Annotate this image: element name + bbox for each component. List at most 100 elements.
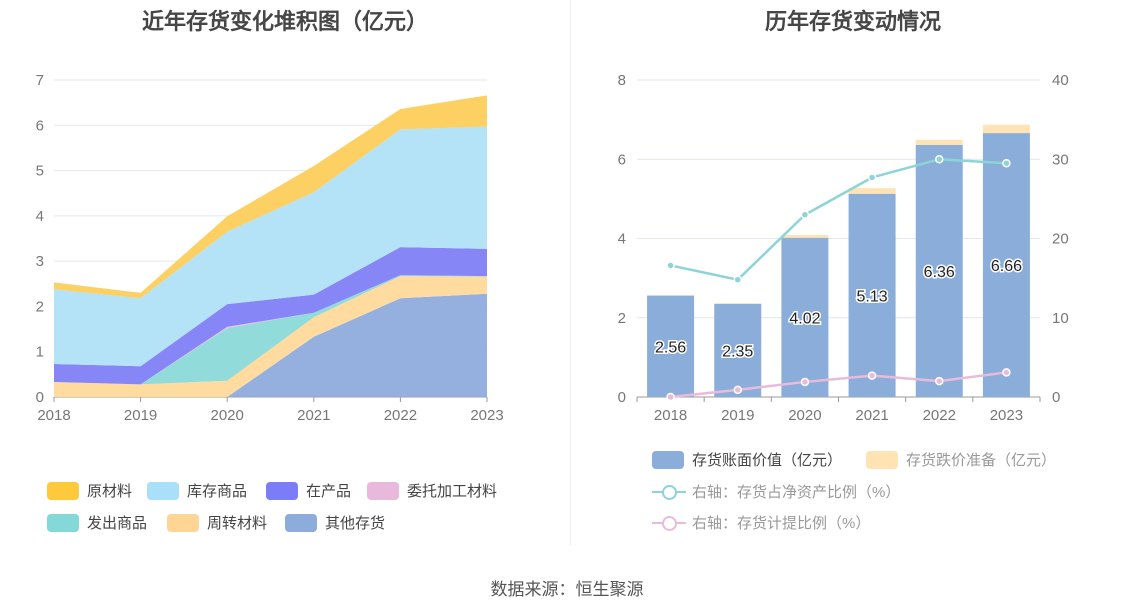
x-tick-label: 2023 — [470, 407, 503, 424]
bar-存货账面价值（亿元） — [915, 144, 963, 397]
legend-swatch — [866, 450, 898, 469]
bar-存货跌价准备（亿元） — [982, 124, 1030, 134]
legend-label: 委托加工材料 — [407, 483, 498, 500]
bar-存货账面价值（亿元） — [647, 295, 695, 397]
legend-item[interactable]: 库存商品 — [147, 480, 247, 501]
legend-label: 周转材料 — [207, 515, 268, 532]
bar-value-label: 4.02 — [789, 310, 820, 327]
legend-swatch — [266, 481, 298, 500]
legend-item[interactable]: 存货账面价值（亿元） — [652, 449, 842, 470]
legend-swatch — [47, 481, 79, 500]
legend-label: 发出商品 — [87, 515, 148, 532]
legend-label: 其他存货 — [325, 515, 386, 532]
legend-label: 存货跌价准备（亿元） — [906, 452, 1057, 469]
legend-swatch — [652, 483, 686, 501]
legend-swatch — [47, 513, 79, 532]
y2-tick-label: 40 — [1052, 72, 1069, 89]
y-tick-label: 8 — [618, 72, 626, 89]
bar-line-chart: 0 2 4 6 8 0 10 20 30 40 2018 2019 2020 2021 2022 2023 2.… — [618, 72, 1069, 424]
y2-tick-label: 10 — [1052, 310, 1069, 327]
bar-存货跌价准备（亿元） — [714, 303, 762, 304]
bar-存货跌价准备（亿元） — [781, 234, 829, 238]
legend-item[interactable]: 原材料 — [47, 480, 132, 501]
y-tick-label: 2 — [36, 298, 44, 315]
line-point — [867, 173, 877, 182]
bar-value-label: 5.13 — [857, 288, 888, 305]
legend-item[interactable]: 右轴：存货计提比例（%） — [652, 512, 870, 533]
x-tick-label: 2023 — [990, 407, 1023, 424]
bar-value-label: 2.56 — [655, 339, 686, 356]
y-tick-label: 3 — [36, 253, 44, 270]
y-tick-label: 0 — [36, 389, 44, 406]
bar-value-label: 6.66 — [991, 258, 1022, 275]
legend-item[interactable]: 委托加工材料 — [367, 480, 497, 501]
bar-value-label: 6.36 — [924, 264, 955, 281]
line-point — [666, 261, 675, 270]
area-其他存货 — [54, 293, 487, 397]
x-tick-label: 2019 — [124, 407, 157, 424]
y-tick-label: 1 — [36, 344, 44, 361]
bar-存货账面价值（亿元） — [781, 237, 829, 397]
legend-swatch — [285, 513, 317, 532]
line-point — [935, 155, 944, 164]
line-point — [935, 376, 944, 386]
legend-item[interactable]: 发出商品 — [47, 512, 147, 533]
y2-tick-label: 20 — [1052, 231, 1069, 248]
legend-item[interactable]: 存货跌价准备（亿元） — [866, 449, 1056, 470]
x-tick-label: 2018 — [37, 407, 70, 424]
legend-label: 右轴：存货计提比例（%） — [692, 515, 871, 532]
area-库存商品 — [54, 126, 487, 367]
x-tick-label: 2020 — [788, 407, 821, 424]
y2-tick-label: 30 — [1052, 151, 1069, 168]
legend-label: 右轴：存货占净资产比例（%） — [692, 484, 901, 501]
legend-item[interactable]: 在产品 — [266, 480, 351, 501]
legend-label: 原材料 — [87, 483, 133, 500]
x-tick-label: 2020 — [211, 407, 244, 424]
legend-label: 存货账面价值（亿元） — [692, 452, 843, 469]
y-tick-label: 7 — [36, 72, 44, 89]
area-在产品 — [54, 247, 487, 385]
y-tick-label: 2 — [618, 310, 626, 327]
bar-value-label: 2.35 — [722, 343, 753, 360]
line-point — [1002, 158, 1011, 168]
bar-存货跌价准备（亿元） — [848, 188, 896, 194]
legend-swatch — [652, 450, 684, 469]
chart-divider — [570, 0, 571, 545]
line-point — [867, 371, 877, 380]
legend-item[interactable]: 右轴：存货占净资产比例（%） — [652, 481, 900, 502]
legend-label: 库存商品 — [187, 483, 248, 500]
data-source: 数据来源：恒生聚源 — [490, 580, 644, 599]
legend-item[interactable]: 周转材料 — [167, 512, 267, 533]
right-chart-title: 历年存货变动情况 — [764, 9, 941, 34]
bar-存货账面价值（亿元） — [714, 303, 762, 397]
x-tick-label: 2018 — [654, 407, 687, 424]
line-point — [1002, 368, 1011, 377]
legend-swatch — [147, 481, 179, 500]
x-tick-label: 2019 — [721, 407, 754, 424]
legend-swatch — [367, 481, 399, 500]
legend-swatch — [652, 514, 686, 532]
x-tick-label: 2021 — [855, 407, 888, 424]
left-chart-title: 近年存货变化堆积图（亿元） — [141, 9, 428, 34]
area-原材料 — [54, 95, 487, 299]
area-发出商品 — [54, 275, 487, 385]
bar-存货账面价值（亿元） — [982, 133, 1030, 397]
legend-label: 在产品 — [306, 483, 352, 500]
x-tick-label: 2022 — [923, 407, 956, 424]
x-tick-label: 2022 — [384, 407, 417, 424]
y-tick-label: 5 — [36, 163, 44, 180]
y-tick-label: 6 — [36, 117, 44, 134]
area-周转材料 — [54, 276, 487, 397]
line-point — [800, 377, 810, 387]
legend-swatch — [167, 513, 199, 532]
bar-存货账面价值（亿元） — [848, 193, 896, 397]
y-tick-label: 4 — [618, 231, 626, 248]
legend-item[interactable]: 其他存货 — [285, 512, 385, 533]
y-tick-label: 6 — [618, 151, 626, 168]
y-tick-label: 4 — [36, 208, 44, 225]
stacked-area-chart: 0 1 2 3 4 5 6 7 2018 2019 2020 2021 2022 2023 — [36, 72, 504, 424]
line-point — [733, 275, 742, 284]
line-point — [800, 210, 810, 219]
line-右轴：存货计提比例（%） — [670, 371, 1007, 399]
line-右轴：存货占净资产比例（%） — [670, 157, 1007, 282]
